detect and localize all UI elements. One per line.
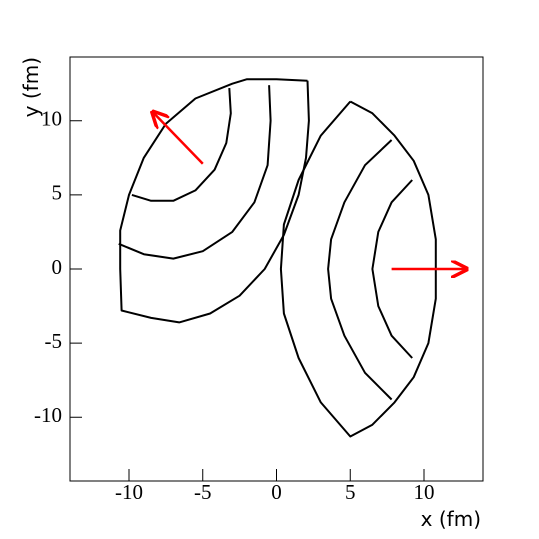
contour [131,88,232,202]
y-tick-label: -5 [45,329,63,353]
x-tick-label: 10 [414,480,435,504]
x-tick-label: 0 [271,480,282,504]
contour [279,100,437,438]
y-axis-label: y (fm) [19,57,43,117]
contour [327,139,393,401]
y-tick-label: 10 [41,107,62,131]
contour [119,78,310,324]
contour [371,179,413,359]
x-tick-label: -10 [115,480,143,504]
x-axis-label: x (fm) [421,507,481,531]
arrow [153,112,204,165]
y-tick-label: 5 [52,181,63,205]
y-tick-label: 0 [52,255,63,279]
x-tick-label: 5 [345,480,356,504]
y-tick-label: -10 [34,403,62,427]
contour [118,85,272,260]
x-tick-label: -5 [194,480,212,504]
